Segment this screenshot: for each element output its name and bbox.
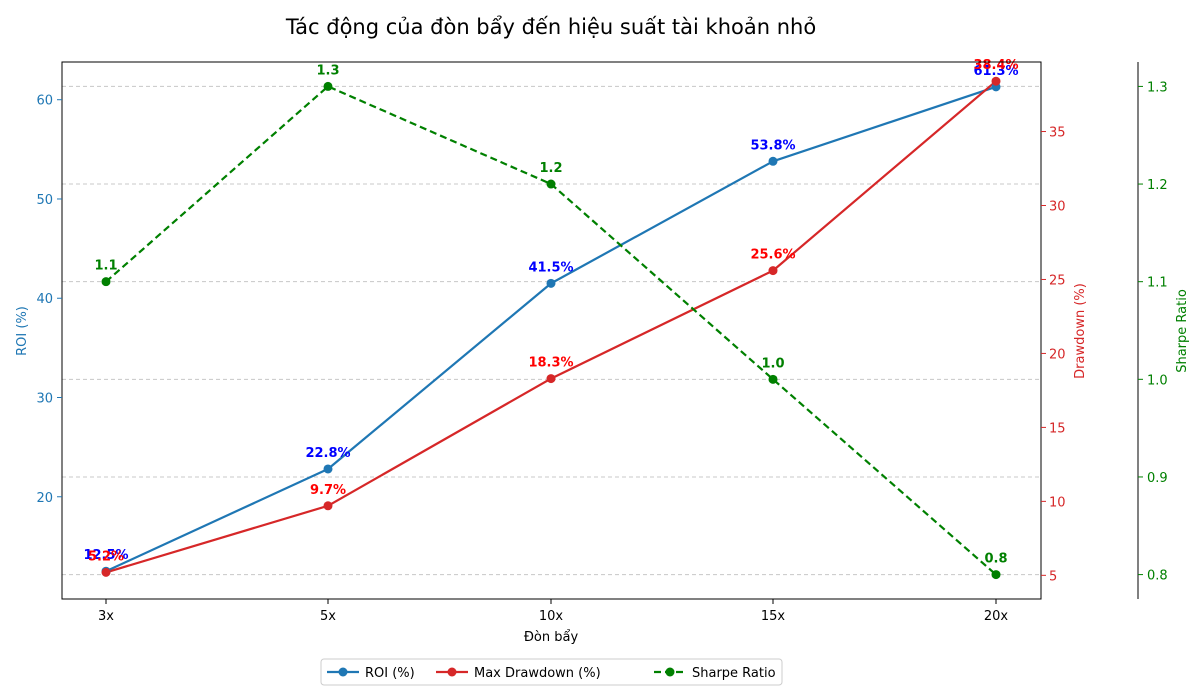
grid-lines <box>62 85 1041 576</box>
data-label: 1.2 <box>539 161 562 176</box>
sharpe-tick-label: 0.8 <box>1147 569 1168 584</box>
sharpe-axis-title: Sharpe Ratio <box>1175 289 1190 373</box>
roi-tick-label: 50 <box>36 193 53 208</box>
drawdown-axis: 5 10 15 20 25 30 35 <box>1041 126 1066 584</box>
data-point <box>546 278 556 288</box>
data-label: 61.3% <box>973 64 1018 79</box>
sharpe-tick-label: 1.3 <box>1147 80 1168 95</box>
data-point <box>768 374 778 384</box>
x-tick-label: 10x <box>539 609 564 624</box>
legend-marker <box>338 667 348 677</box>
drawdown-axis-title: Drawdown (%) <box>1073 283 1088 379</box>
data-label: 5.2% <box>88 549 124 564</box>
x-tick-label: 5x <box>320 609 336 624</box>
data-label: 18.3% <box>528 356 573 371</box>
data-label: 1.1 <box>94 259 117 274</box>
drawdown-tick-label: 30 <box>1049 199 1066 214</box>
data-label: 0.8 <box>984 552 1007 567</box>
roi-tick-label: 20 <box>36 491 53 506</box>
x-axis-title: Đòn bẩy <box>524 630 579 645</box>
data-label: 22.8% <box>305 446 350 461</box>
data-point <box>546 374 556 384</box>
data-point <box>768 266 778 276</box>
legend-label: ROI (%) <box>365 666 415 681</box>
data-label: 25.6% <box>750 248 795 263</box>
drawdown-tick-label: 10 <box>1049 495 1066 510</box>
roi-tick-label: 30 <box>36 392 53 407</box>
x-tick-label: 3x <box>98 609 114 624</box>
roi-tick-label: 60 <box>36 94 53 109</box>
data-label: 9.7% <box>310 483 346 498</box>
drawdown-tick-label: 15 <box>1049 421 1066 436</box>
data-point <box>768 156 778 166</box>
x-axis: 3x 5x 10x 15x 20x <box>98 599 1008 624</box>
legend-box <box>320 658 783 686</box>
drawdown-tick-label: 5 <box>1049 569 1057 584</box>
legend-marker <box>665 667 675 677</box>
drawdown-tick-label: 20 <box>1049 347 1066 362</box>
roi-axis: 20 30 40 50 60 <box>36 94 62 506</box>
sharpe-axis: 0.8 0.9 1.0 1.1 1.2 1.3 <box>1137 62 1168 599</box>
sharpe-tick-label: 1.1 <box>1147 276 1168 291</box>
data-point <box>546 179 556 189</box>
data-label: 1.3 <box>316 63 339 78</box>
sharpe-tick-label: 1.2 <box>1147 178 1168 193</box>
data-label: 12.5% <box>83 548 128 563</box>
data-point <box>101 567 111 577</box>
roi-tick-label: 40 <box>36 292 53 307</box>
data-point <box>101 277 111 287</box>
sharpe-tick-label: 0.9 <box>1147 471 1168 486</box>
data-label: 53.8% <box>750 138 795 153</box>
data-point <box>991 570 1001 580</box>
data-point <box>323 464 333 474</box>
drawdown-tick-label: 25 <box>1049 273 1066 288</box>
x-tick-label: 15x <box>761 609 786 624</box>
chart-title: Tác động của đòn bẩy đến hiệu suất tài k… <box>285 15 816 39</box>
data-point <box>991 76 1001 86</box>
x-tick-label: 20x <box>984 609 1009 624</box>
series-points <box>101 76 1001 580</box>
data-label: 1.0 <box>761 356 784 371</box>
roi-axis-title: ROI (%) <box>15 306 30 356</box>
drawdown-tick-label: 35 <box>1049 126 1066 141</box>
legend: ROI (%) Max Drawdown (%) Sharpe Ratio <box>320 658 783 686</box>
legend-label: Sharpe Ratio <box>692 666 776 681</box>
legend-marker <box>447 667 457 677</box>
data-label: 38.4% <box>973 58 1018 73</box>
data-point <box>323 81 333 91</box>
sharpe-tick-label: 1.0 <box>1147 373 1168 388</box>
data-label: 41.5% <box>528 260 573 275</box>
legend-label: Max Drawdown (%) <box>474 666 601 681</box>
data-point <box>323 501 333 511</box>
